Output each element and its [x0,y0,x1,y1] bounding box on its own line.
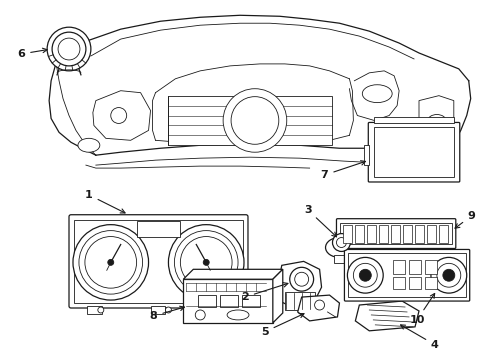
FancyBboxPatch shape [347,253,465,297]
Circle shape [47,27,91,71]
Polygon shape [418,96,453,145]
Polygon shape [93,91,150,140]
Circle shape [52,32,86,66]
Ellipse shape [325,238,353,257]
Circle shape [195,310,205,320]
Circle shape [430,257,466,293]
FancyBboxPatch shape [344,249,469,301]
Polygon shape [183,279,272,323]
Text: 10: 10 [408,293,434,325]
Circle shape [111,108,126,123]
FancyBboxPatch shape [364,145,368,165]
FancyBboxPatch shape [340,223,451,244]
FancyBboxPatch shape [373,117,453,123]
Circle shape [73,225,148,300]
Text: 3: 3 [303,205,336,237]
Text: 1: 1 [85,190,125,213]
Circle shape [79,231,142,294]
Circle shape [359,269,370,281]
Polygon shape [297,295,339,321]
Circle shape [165,307,171,313]
FancyBboxPatch shape [424,260,436,274]
Polygon shape [272,269,282,323]
FancyBboxPatch shape [284,292,314,310]
FancyBboxPatch shape [379,225,387,243]
FancyBboxPatch shape [343,225,352,243]
FancyBboxPatch shape [366,225,375,243]
Ellipse shape [427,114,445,126]
Text: 6: 6 [17,48,47,59]
Circle shape [314,300,324,310]
FancyBboxPatch shape [402,225,411,243]
FancyBboxPatch shape [424,277,436,289]
FancyBboxPatch shape [74,220,243,303]
Circle shape [336,238,346,247]
FancyBboxPatch shape [438,225,447,243]
Circle shape [231,96,278,144]
Circle shape [58,38,80,60]
Text: 5: 5 [261,314,304,337]
Polygon shape [183,269,282,279]
FancyBboxPatch shape [408,260,420,274]
Circle shape [353,264,376,287]
FancyBboxPatch shape [188,306,203,314]
Ellipse shape [78,138,100,152]
FancyBboxPatch shape [426,225,435,243]
Text: 8: 8 [149,306,184,321]
Circle shape [168,225,244,300]
Text: 9: 9 [454,211,475,228]
FancyBboxPatch shape [392,260,404,274]
Circle shape [346,257,383,293]
Ellipse shape [362,85,391,103]
Circle shape [289,267,313,291]
Circle shape [294,272,308,286]
Text: 2: 2 [241,283,287,302]
FancyBboxPatch shape [355,225,364,243]
Ellipse shape [226,310,248,320]
FancyBboxPatch shape [87,306,102,314]
FancyBboxPatch shape [392,277,404,289]
Circle shape [442,269,454,281]
FancyBboxPatch shape [414,225,423,243]
Circle shape [85,237,136,288]
Circle shape [332,234,350,251]
Circle shape [107,260,114,265]
Text: 4: 4 [400,325,438,350]
FancyBboxPatch shape [390,225,399,243]
Circle shape [174,231,238,294]
Circle shape [223,89,286,152]
FancyBboxPatch shape [168,96,332,145]
Polygon shape [277,261,321,307]
Circle shape [180,237,232,288]
Circle shape [203,260,209,265]
Text: 7: 7 [320,161,365,180]
Circle shape [98,307,103,313]
FancyBboxPatch shape [408,277,420,289]
FancyBboxPatch shape [198,295,216,307]
FancyBboxPatch shape [150,306,165,314]
Circle shape [436,264,460,287]
FancyBboxPatch shape [242,295,260,307]
FancyBboxPatch shape [336,219,455,248]
Polygon shape [355,301,418,331]
FancyBboxPatch shape [334,255,346,264]
FancyBboxPatch shape [220,295,238,307]
FancyBboxPatch shape [69,215,247,308]
FancyBboxPatch shape [367,122,459,182]
FancyBboxPatch shape [136,221,180,237]
FancyBboxPatch shape [373,127,453,177]
